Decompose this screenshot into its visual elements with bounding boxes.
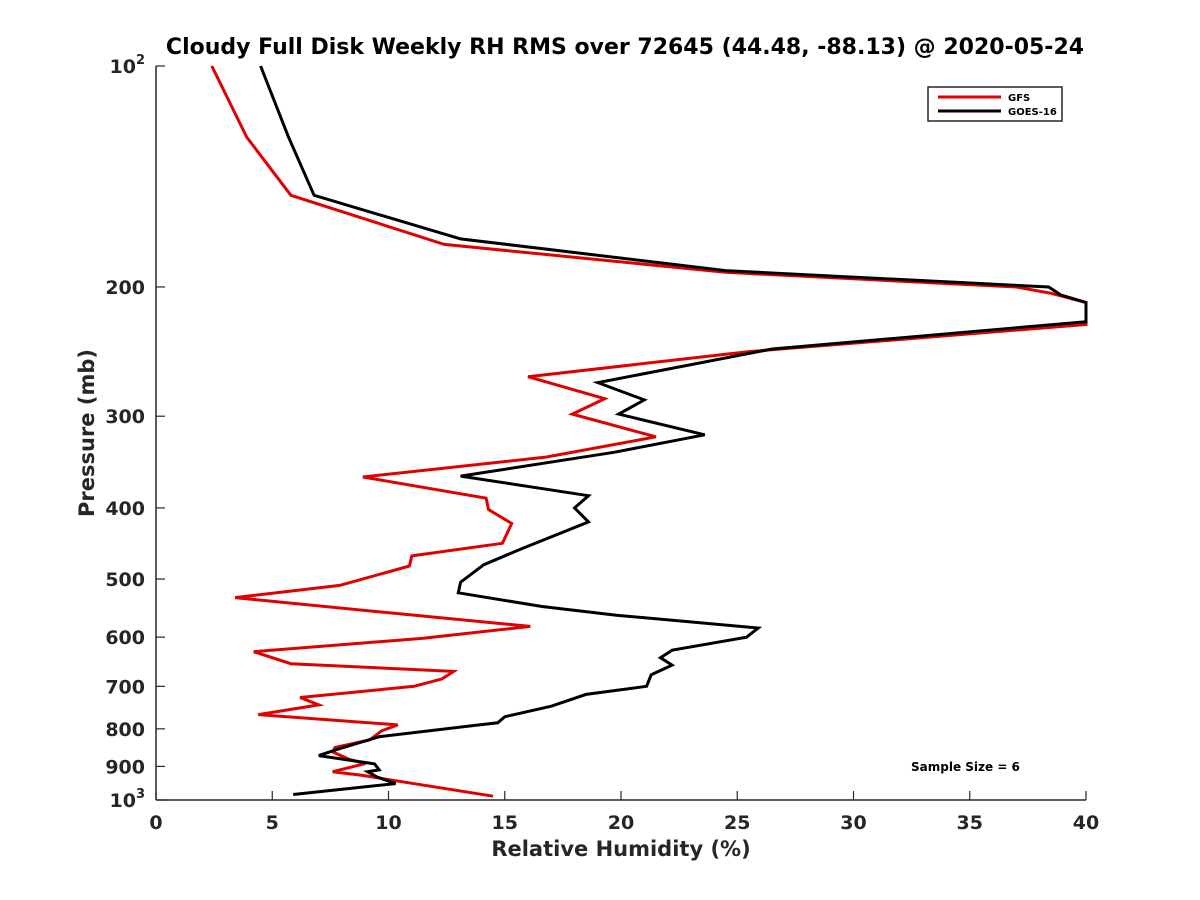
series-line-goes-16 — [259, 65, 1088, 796]
y-tick-label: 600 — [105, 627, 145, 649]
y-tick-label: 300 — [105, 406, 145, 428]
x-tick-label: 35 — [957, 812, 983, 834]
chart-title: Cloudy Full Disk Weekly RH RMS over 7264… — [166, 35, 1084, 60]
x-tick-label: 20 — [608, 812, 634, 834]
x-tick-label: 0 — [149, 812, 162, 834]
y-tick-label: 102 — [110, 53, 146, 78]
y-tick-label: 200 — [105, 277, 145, 299]
y-tick-label: 700 — [105, 676, 145, 698]
x-tick-label: 30 — [840, 812, 866, 834]
legend-box — [927, 86, 1063, 122]
legend-label-gfs: GFS — [1008, 93, 1030, 104]
x-tick-label: 10 — [375, 812, 401, 834]
x-tick-label: 25 — [724, 812, 750, 834]
y-tick-label: 500 — [105, 569, 145, 591]
series-line-gfs — [210, 65, 1088, 798]
x-tick-label: 5 — [266, 812, 279, 834]
y-axis-label: Pressure (mb) — [75, 349, 99, 517]
y-tick-label: 800 — [105, 719, 145, 741]
y-tick-label: 103 — [110, 787, 146, 812]
legend-label-goes-16: GOES-16 — [1008, 107, 1057, 118]
y-tick-label: 900 — [105, 756, 145, 778]
y-tick-label: 400 — [105, 498, 145, 520]
x-tick-label: 15 — [492, 812, 518, 834]
x-axis-label: Relative Humidity (%) — [491, 837, 750, 861]
x-tick-label: 40 — [1073, 812, 1099, 834]
sample-size-annotation: Sample Size = 6 — [911, 760, 1020, 774]
